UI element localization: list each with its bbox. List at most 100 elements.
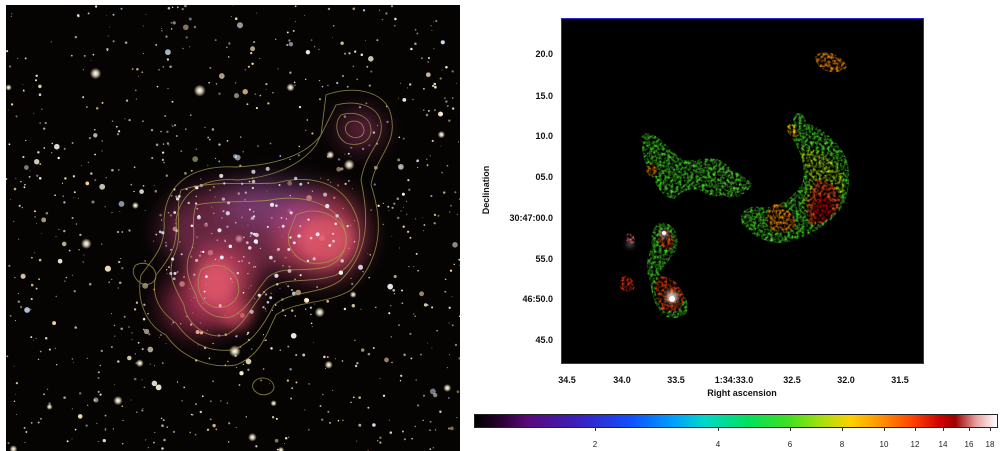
star bbox=[386, 120, 389, 124]
star bbox=[401, 302, 404, 305]
star bbox=[358, 423, 362, 427]
star bbox=[421, 57, 423, 60]
star bbox=[291, 387, 294, 390]
star bbox=[10, 15, 12, 18]
emission-regions bbox=[619, 52, 850, 319]
star bbox=[195, 148, 197, 150]
star bbox=[33, 339, 34, 341]
star bbox=[139, 189, 144, 194]
star bbox=[118, 281, 122, 284]
star bbox=[318, 48, 320, 51]
cluster-star bbox=[195, 202, 198, 205]
star bbox=[44, 336, 48, 340]
cluster-star bbox=[214, 258, 217, 261]
star bbox=[108, 281, 110, 283]
bright-star bbox=[286, 83, 295, 92]
star bbox=[118, 201, 125, 207]
cluster-star bbox=[248, 208, 251, 211]
star bbox=[227, 441, 230, 443]
star bbox=[153, 240, 155, 242]
star bbox=[367, 406, 370, 409]
star bbox=[72, 175, 76, 178]
star bbox=[36, 174, 39, 177]
star bbox=[344, 153, 346, 155]
cluster-star bbox=[346, 224, 349, 228]
star bbox=[354, 50, 357, 53]
star bbox=[162, 66, 164, 68]
star bbox=[262, 334, 265, 336]
star bbox=[367, 352, 371, 356]
star bbox=[228, 422, 231, 425]
colorbar-tick-mark bbox=[595, 427, 596, 431]
star bbox=[48, 348, 51, 351]
colorbar-tick-label: 6 bbox=[787, 440, 793, 449]
star bbox=[155, 143, 159, 147]
star bbox=[308, 382, 311, 385]
star bbox=[35, 74, 38, 78]
star bbox=[451, 70, 454, 73]
star bbox=[332, 25, 335, 27]
star bbox=[85, 181, 90, 186]
star bbox=[385, 12, 388, 15]
star bbox=[327, 410, 330, 413]
y-tick-label: 20.0 bbox=[535, 49, 553, 59]
star bbox=[250, 46, 256, 52]
star bbox=[41, 232, 43, 234]
cluster-star bbox=[166, 269, 168, 271]
star bbox=[416, 404, 420, 407]
star bbox=[201, 395, 204, 398]
star bbox=[298, 105, 302, 109]
star bbox=[112, 13, 115, 16]
star bbox=[376, 39, 379, 42]
star bbox=[365, 102, 368, 105]
star bbox=[289, 368, 292, 371]
star bbox=[227, 56, 230, 58]
star bbox=[368, 276, 371, 279]
star bbox=[429, 429, 431, 431]
star bbox=[111, 346, 113, 348]
star bbox=[62, 195, 65, 198]
cluster-star bbox=[170, 248, 172, 251]
star bbox=[237, 22, 243, 29]
star bbox=[253, 297, 256, 300]
star bbox=[399, 379, 402, 382]
star bbox=[176, 6, 179, 9]
cluster-star bbox=[269, 296, 273, 300]
star bbox=[112, 40, 115, 43]
star bbox=[171, 6, 174, 9]
star bbox=[207, 164, 209, 166]
star bbox=[190, 169, 193, 172]
star bbox=[226, 140, 229, 142]
star bbox=[354, 50, 357, 53]
star bbox=[14, 277, 16, 279]
star bbox=[154, 189, 158, 193]
star bbox=[305, 50, 311, 55]
cluster-star bbox=[299, 274, 302, 277]
cluster-star bbox=[247, 272, 249, 275]
optical-image-panel bbox=[6, 5, 460, 451]
bright-star bbox=[270, 400, 277, 407]
star bbox=[313, 45, 316, 48]
star bbox=[161, 29, 163, 32]
star bbox=[250, 51, 253, 55]
star bbox=[63, 396, 66, 399]
star bbox=[41, 217, 47, 223]
star bbox=[367, 449, 369, 451]
star bbox=[354, 339, 356, 341]
star bbox=[70, 54, 73, 57]
star bbox=[240, 136, 242, 138]
star bbox=[130, 399, 132, 401]
star bbox=[87, 161, 89, 163]
star bbox=[149, 363, 151, 365]
star bbox=[209, 66, 212, 69]
star bbox=[111, 120, 114, 123]
star bbox=[271, 416, 275, 419]
star bbox=[310, 313, 312, 316]
star bbox=[379, 436, 382, 439]
star bbox=[350, 147, 353, 149]
star bbox=[47, 388, 49, 390]
star bbox=[112, 428, 115, 430]
star bbox=[128, 326, 130, 328]
star bbox=[145, 13, 147, 15]
star bbox=[38, 278, 41, 281]
